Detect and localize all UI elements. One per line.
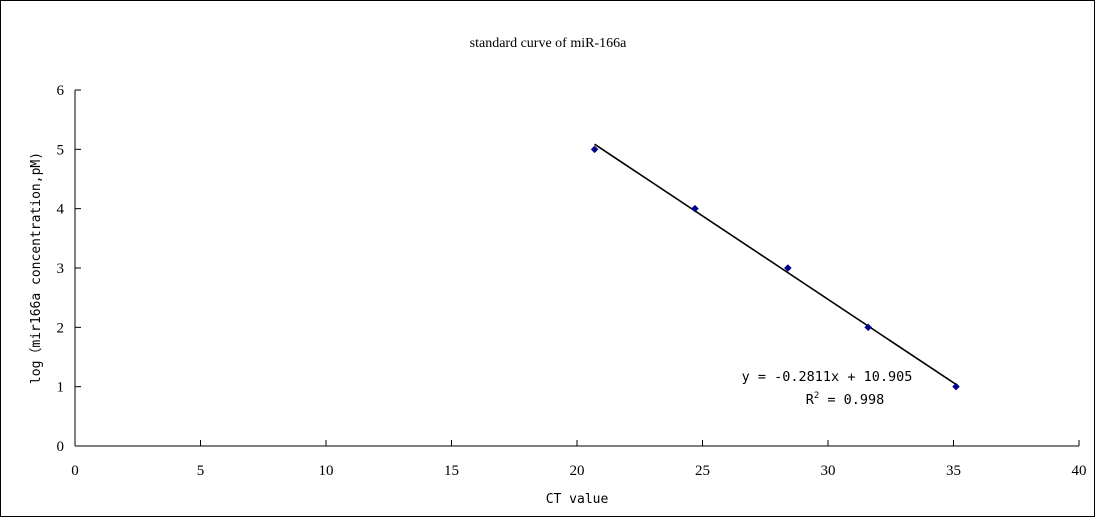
y-tick-label: 2 — [57, 320, 65, 336]
x-tick-label: 30 — [821, 463, 836, 479]
trendline — [594, 143, 957, 386]
x-tick-label: 5 — [197, 463, 205, 479]
y-tick-label: 0 — [57, 439, 65, 455]
x-tick-label: 15 — [444, 463, 459, 479]
x-tick-label: 0 — [71, 463, 79, 479]
y-tick-label: 5 — [57, 142, 65, 158]
y-tick-label: 3 — [57, 261, 65, 277]
x-tick-label: 25 — [695, 463, 710, 479]
data-point — [590, 145, 599, 154]
x-axis: 0 5 10 15 20 25 30 35 40 — [71, 440, 1087, 479]
data-point — [864, 323, 873, 332]
x-tick-label: 40 — [1072, 463, 1087, 479]
data-point — [952, 382, 960, 391]
trendline-line — [594, 143, 957, 386]
chart-title: standard curve of miR-166a — [470, 36, 627, 51]
y-tick-label: 6 — [57, 83, 65, 99]
data-points — [590, 145, 960, 391]
y-axis: 0 1 2 3 4 5 6 — [57, 83, 81, 455]
r-squared-label: R2 = 0.998 — [806, 391, 885, 408]
y-tick-label: 4 — [57, 202, 65, 218]
trendline-equation: y = -0.2811x + 10.905 — [742, 369, 913, 385]
x-tick-label: 10 — [319, 463, 334, 479]
y-axis-label: log（mir166a concentration,pM) — [29, 152, 44, 384]
x-tick-label: 20 — [570, 463, 585, 479]
y-tick-label: 1 — [57, 380, 65, 396]
data-point — [783, 264, 792, 272]
r-squared-value: = 0.998 — [819, 392, 884, 408]
r-squared-exponent: 2 — [814, 391, 819, 401]
x-axis-label: CT value — [546, 492, 609, 507]
data-point — [691, 204, 699, 213]
x-tick-label: 35 — [946, 463, 961, 479]
r-squared-letter: R — [806, 392, 815, 408]
